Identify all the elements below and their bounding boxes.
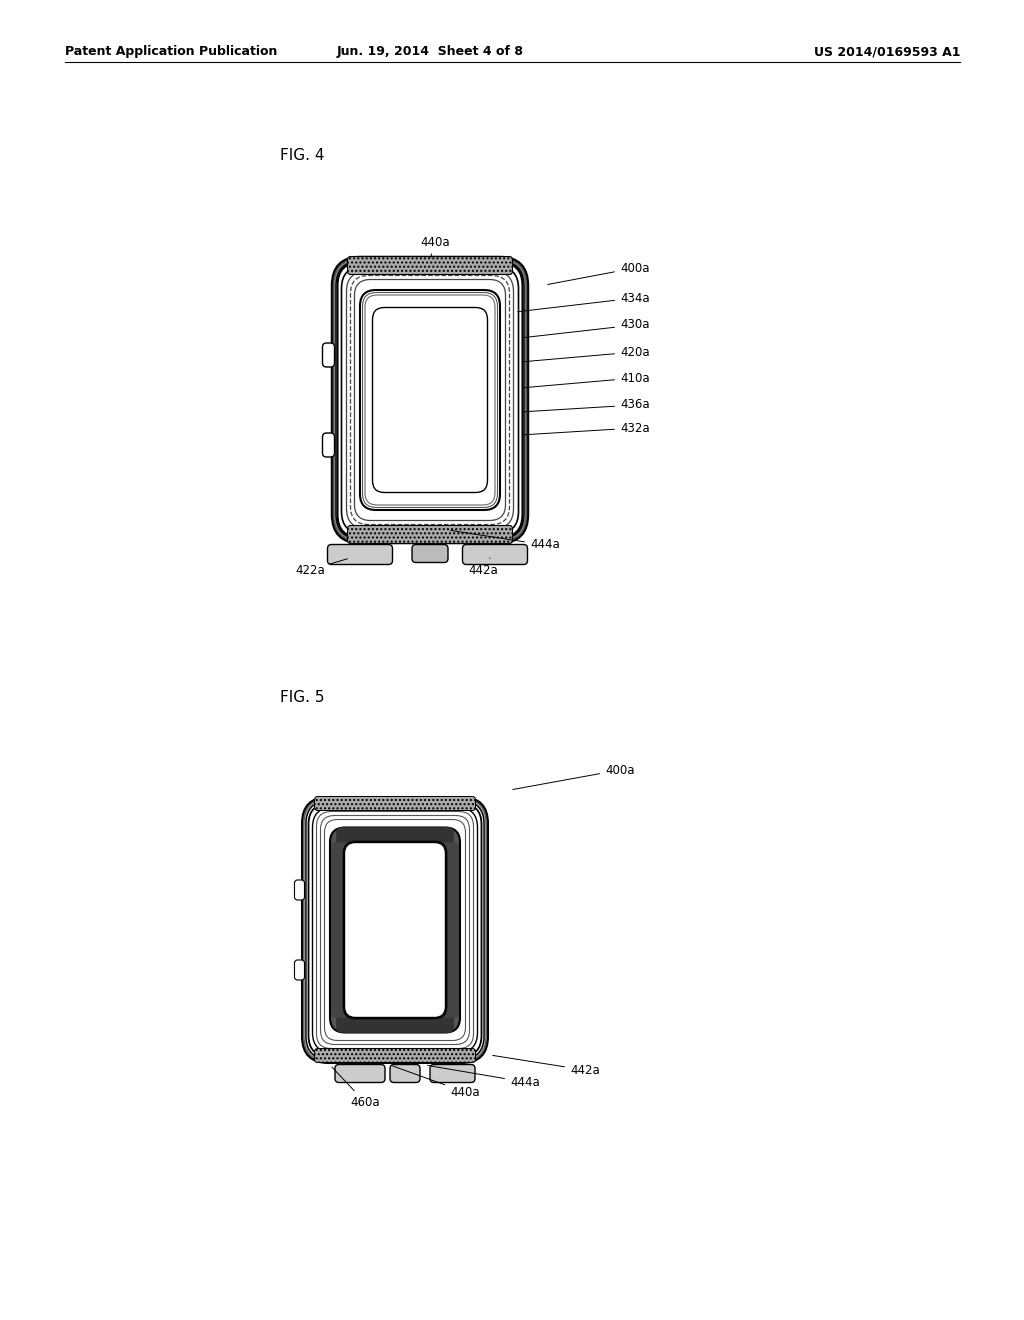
FancyBboxPatch shape <box>344 842 445 1018</box>
Text: 444a: 444a <box>428 1065 540 1089</box>
Text: 422a: 422a <box>295 558 347 577</box>
Text: FIG. 5: FIG. 5 <box>280 690 325 705</box>
Text: Patent Application Publication: Patent Application Publication <box>65 45 278 58</box>
Text: 400a: 400a <box>548 261 649 285</box>
FancyBboxPatch shape <box>312 808 477 1052</box>
Text: US 2014/0169593 A1: US 2014/0169593 A1 <box>813 45 961 58</box>
FancyBboxPatch shape <box>328 544 392 565</box>
FancyBboxPatch shape <box>314 1048 475 1063</box>
FancyBboxPatch shape <box>323 433 335 457</box>
Text: 444a: 444a <box>451 531 560 552</box>
FancyBboxPatch shape <box>330 828 460 1032</box>
Text: 436a: 436a <box>523 399 649 412</box>
Text: 420a: 420a <box>523 346 649 362</box>
FancyBboxPatch shape <box>302 797 487 1063</box>
Text: 410a: 410a <box>523 371 649 388</box>
FancyBboxPatch shape <box>373 308 487 492</box>
FancyBboxPatch shape <box>332 842 351 1018</box>
FancyBboxPatch shape <box>347 525 512 544</box>
FancyBboxPatch shape <box>347 256 512 275</box>
FancyBboxPatch shape <box>336 261 524 539</box>
FancyBboxPatch shape <box>360 290 500 510</box>
Text: 440a: 440a <box>420 235 450 257</box>
FancyBboxPatch shape <box>430 1064 475 1082</box>
Text: 440a: 440a <box>392 1067 479 1098</box>
FancyBboxPatch shape <box>314 796 475 810</box>
Text: 460a: 460a <box>332 1067 380 1109</box>
FancyBboxPatch shape <box>337 1005 454 1032</box>
FancyBboxPatch shape <box>341 267 518 533</box>
Text: 442a: 442a <box>468 558 498 577</box>
FancyBboxPatch shape <box>343 842 446 1019</box>
FancyBboxPatch shape <box>412 544 449 562</box>
FancyBboxPatch shape <box>335 1064 385 1082</box>
FancyBboxPatch shape <box>438 842 459 1018</box>
FancyBboxPatch shape <box>306 801 484 1059</box>
Text: Jun. 19, 2014  Sheet 4 of 8: Jun. 19, 2014 Sheet 4 of 8 <box>337 45 523 58</box>
Text: 400a: 400a <box>513 763 635 789</box>
FancyBboxPatch shape <box>295 880 304 900</box>
Text: 432a: 432a <box>523 421 649 434</box>
Text: 434a: 434a <box>518 292 649 312</box>
FancyBboxPatch shape <box>337 828 454 855</box>
FancyBboxPatch shape <box>333 257 527 543</box>
FancyBboxPatch shape <box>323 343 335 367</box>
Text: 430a: 430a <box>523 318 649 338</box>
FancyBboxPatch shape <box>390 1064 420 1082</box>
Text: 442a: 442a <box>493 1056 600 1077</box>
FancyBboxPatch shape <box>295 960 304 979</box>
FancyBboxPatch shape <box>463 544 527 565</box>
Text: FIG. 4: FIG. 4 <box>280 148 325 162</box>
